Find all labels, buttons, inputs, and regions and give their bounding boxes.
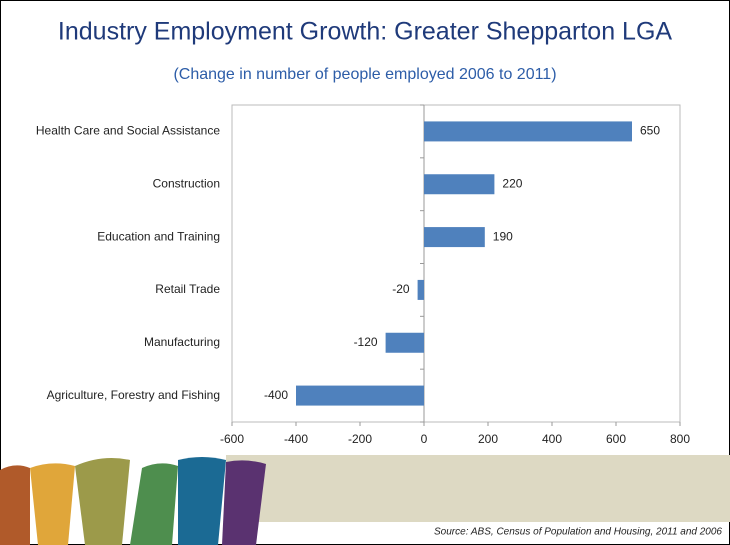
- value-label: 650: [640, 124, 660, 138]
- y-tick-label: Manufacturing: [144, 335, 220, 349]
- bar: [417, 279, 424, 300]
- x-tick-label: 0: [421, 432, 428, 446]
- x-tick-label: 600: [606, 432, 626, 446]
- x-tick-label: 800: [670, 432, 690, 446]
- y-tick-label: Retail Trade: [155, 282, 220, 296]
- bar: [296, 385, 424, 406]
- x-tick-label: -400: [284, 432, 308, 446]
- deco: [130, 463, 178, 545]
- value-label: 220: [502, 176, 522, 190]
- bar: [424, 121, 632, 142]
- value-label: -20: [392, 282, 410, 296]
- y-tick-label: Education and Training: [97, 229, 220, 243]
- y-tick-label: Health Care and Social Assistance: [36, 124, 220, 138]
- deco: [222, 460, 266, 545]
- chart-title: Industry Employment Growth: Greater Shep…: [58, 18, 672, 46]
- x-tick-label: 200: [478, 432, 498, 446]
- value-label: -400: [264, 388, 288, 402]
- deco: [0, 465, 30, 545]
- chart-subtitle: (Change in number of people employed 200…: [173, 66, 556, 83]
- bar: [424, 227, 485, 248]
- x-tick-label: -600: [220, 432, 244, 446]
- deco: [75, 458, 130, 545]
- bar: [385, 332, 424, 353]
- value-label: -120: [354, 335, 378, 349]
- x-tick-label: -200: [348, 432, 372, 446]
- footer-band: [226, 455, 730, 522]
- x-tick-label: 400: [542, 432, 562, 446]
- source-note: Source: ABS, Census of Population and Ho…: [434, 527, 722, 538]
- y-tick-label: Construction: [153, 176, 220, 190]
- value-label: 190: [493, 229, 513, 243]
- bar: [424, 174, 495, 195]
- deco: [178, 457, 226, 545]
- plot-frame: [231, 104, 681, 423]
- y-tick-label: Agriculture, Forestry and Fishing: [47, 388, 220, 402]
- deco: [30, 463, 75, 545]
